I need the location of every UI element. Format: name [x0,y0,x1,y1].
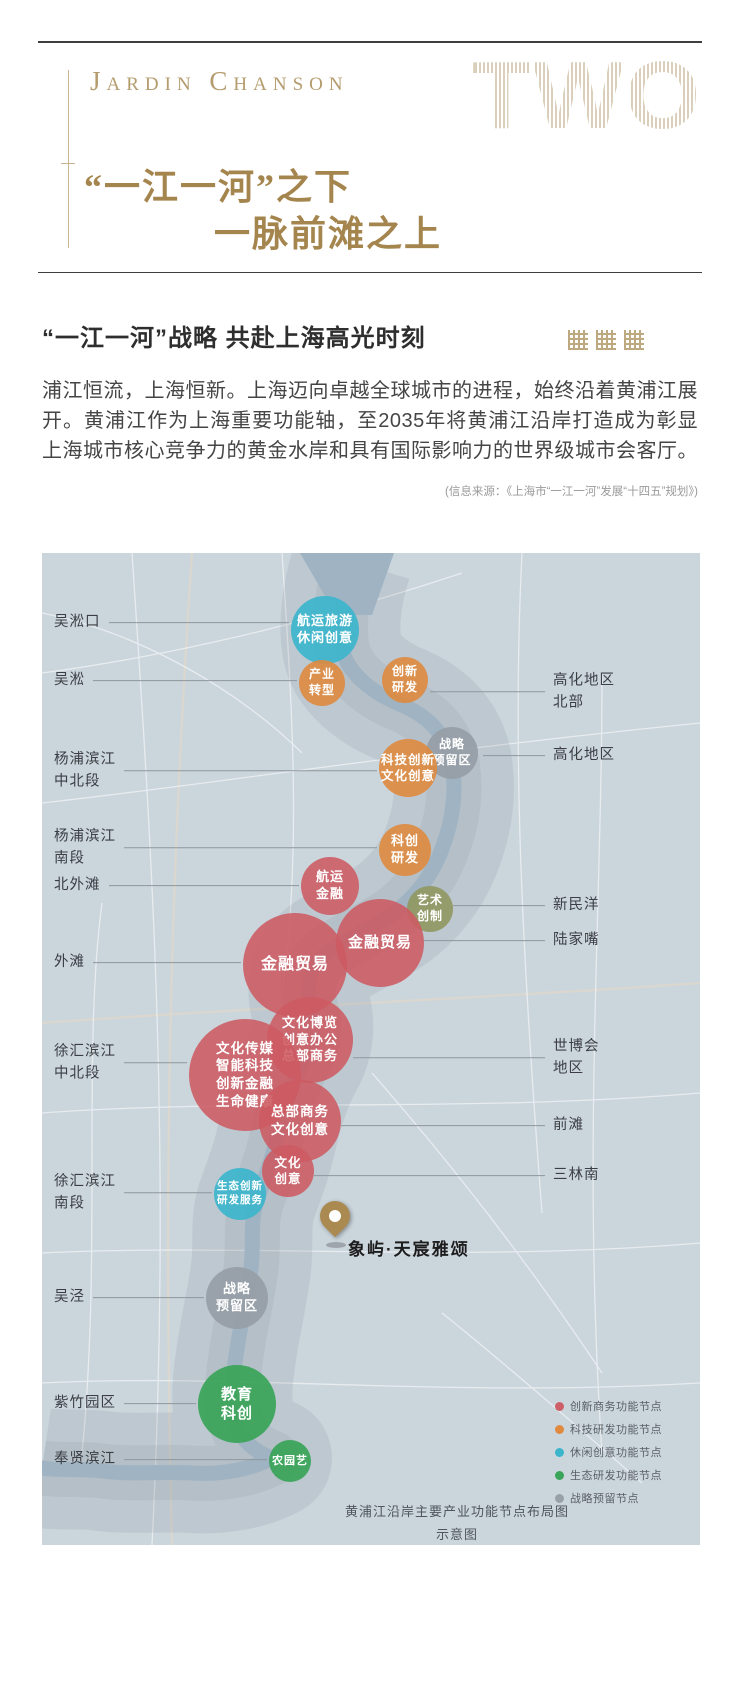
leader-line [93,680,297,682]
legend-item: 科技研发功能节点 [555,1421,662,1437]
map-node-strategic-reserve-south: 战略 预留区 [206,1267,268,1329]
project-name-label: 象屿·天宸雅颂 [348,1240,470,1259]
top-rule [38,41,702,43]
map-caption-title: 黄浦江沿岸主要产业功能节点布局图 [344,1504,569,1519]
pin-shadow [326,1242,346,1248]
map-node-culture-creative: 文化 创意 [262,1145,314,1197]
map-legend: 创新商务功能节点 科技研发功能节点 休闲创意功能节点 生态研发功能节点 战略预留… [555,1398,662,1513]
leader-line [108,885,299,887]
seal-script-decoration-icon [568,330,644,350]
map-node-agri-garden: 农园艺 [269,1440,311,1482]
leader-line [124,1192,212,1194]
body-paragraph: 浦江恒流，上海恒新。上海迈向卓越全球城市的进程，始终沿着黄浦江展开。黄浦江作为上… [42,380,698,462]
leader-line [453,905,545,907]
main-title-line2: 一脉前滩之上 [214,214,443,254]
leader-line [430,691,545,693]
leader-line [124,1062,187,1064]
leader-line [124,1459,267,1461]
map-node-eco-innovation: 生态创新 研发服务 [214,1168,266,1220]
source-note: (信息来源：《上海市“一江一河”发展“十四五”规划》) [445,486,698,498]
seal-glyph-icon [596,330,616,350]
shore-label-xinminyang: 新民洋 [453,895,600,917]
shore-label-sanlin-south: 三林南 [314,1165,600,1187]
shore-label-xuhui-north: 徐汇滨江 中北段 [54,1041,187,1085]
header-vertical-line [68,70,69,248]
leader-line [93,962,241,964]
leader-line [424,940,545,942]
leader-line [124,1403,196,1405]
shore-label-wusongkou: 吴淞口 [54,612,289,634]
seal-glyph-icon [568,330,588,350]
shore-label-yangpu-south: 杨浦滨江 南段 [54,826,377,870]
shore-label-zizhu-park: 紫竹园区 [54,1393,196,1415]
legend-dot-strategic-reserve [555,1493,564,1503]
leader-line [483,755,545,757]
river-node-map: 吴淞口 吴淞 杨浦滨江 中北段 杨浦滨江 南段 北外滩 外滩 徐汇滨江 中北段 … [42,553,700,1545]
legend-item: 生态研发功能节点 [555,1467,662,1483]
map-node-shipping-tourism: 航运旅游 休闲创意 [291,596,359,664]
street-lines [42,553,700,1545]
leader-line [93,1297,204,1299]
shore-label-expo-area: 世博会 地区 [353,1036,600,1080]
section-heading: “一江一河”战略 共赴上海高光时刻 [42,325,426,352]
legend-dot-tech-rd [555,1424,564,1434]
project-location-pin-icon [313,1194,357,1245]
shore-label-xuhui-south: 徐汇滨江 南段 [54,1171,212,1215]
map-caption-subtitle: 示意图 [435,1527,478,1542]
map-node-scitech-rd: 科创 研发 [379,824,431,876]
shore-label-gaohua: 高化地区 [483,745,615,767]
leader-line [353,1057,545,1059]
seal-glyph-icon [624,330,644,350]
shore-label-fengxian: 奉贤滨江 [54,1449,267,1471]
legend-dot-leisure-creative [555,1447,564,1457]
shore-label-lujiazui: 陆家嘴 [424,930,600,952]
shore-label-wujing: 吴泾 [54,1287,204,1309]
shore-label-north-bund: 北外滩 [54,875,299,897]
shore-label-gaohua-north: 高化地区 北部 [430,670,615,714]
legend-item: 战略预留节点 [555,1490,662,1506]
header-bottom-rule [38,272,702,273]
map-node-industry-transform: 产业 转型 [299,660,345,706]
brand-logotype: Jardin Chanson [90,66,349,96]
shore-label-yangpu-north: 杨浦滨江 中北段 [54,749,377,793]
map-node-innovation-rd: 创新 研发 [382,657,428,703]
header-line-tick [61,163,75,164]
leader-line [314,1175,545,1177]
leader-line [341,1125,545,1127]
main-title-line1: “一江一河”之下 [84,167,353,207]
map-node-tech-culture: 科技创新 文化创意 [379,739,437,797]
major-road-lines [42,553,700,1545]
legend-dot-innovation-business [555,1401,564,1411]
leader-line [124,847,377,849]
shore-label-wusong: 吴淞 [54,670,297,692]
map-node-shipping-finance: 航运 金融 [301,857,359,915]
legend-dot-eco-rd [555,1470,564,1480]
leader-line [124,770,377,772]
legend-item: 休闲创意功能节点 [555,1444,662,1460]
shore-label-bund: 外滩 [54,952,241,974]
map-node-education-scitech: 教育 科创 [198,1365,276,1443]
shore-label-qiantan: 前滩 [341,1115,584,1137]
map-node-finance-trade-east: 金融贸易 [336,899,424,987]
legend-item: 创新商务功能节点 [555,1398,662,1414]
chapter-stripe-texture [475,44,710,152]
leader-line [108,622,289,624]
